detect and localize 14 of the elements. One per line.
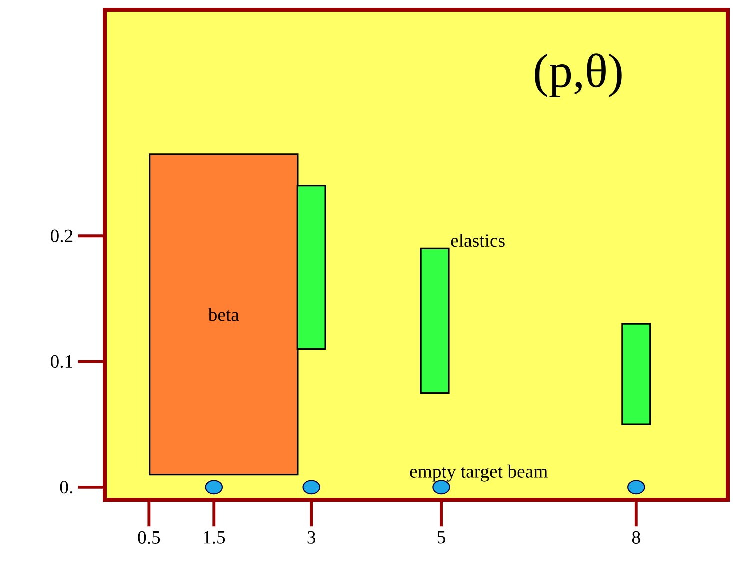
y-tick-label: 0.1	[51, 355, 73, 368]
bar	[622, 323, 652, 426]
x-tick-label: 5	[438, 531, 446, 544]
x-tick-label: 8	[632, 531, 640, 544]
series-label: elastics	[451, 234, 505, 248]
bar	[420, 248, 450, 394]
x-tick-label: 1.5	[204, 531, 226, 544]
series-label: empty target beam	[410, 464, 548, 482]
text: (p,θ)	[535, 54, 622, 98]
y-tick-label: 0.2	[51, 230, 73, 242]
y-tick-label: 0.	[60, 481, 72, 494]
x-tick-label: 3	[308, 531, 316, 544]
x-tick-label: 0.5	[138, 531, 160, 544]
series-label: beta	[208, 308, 240, 322]
